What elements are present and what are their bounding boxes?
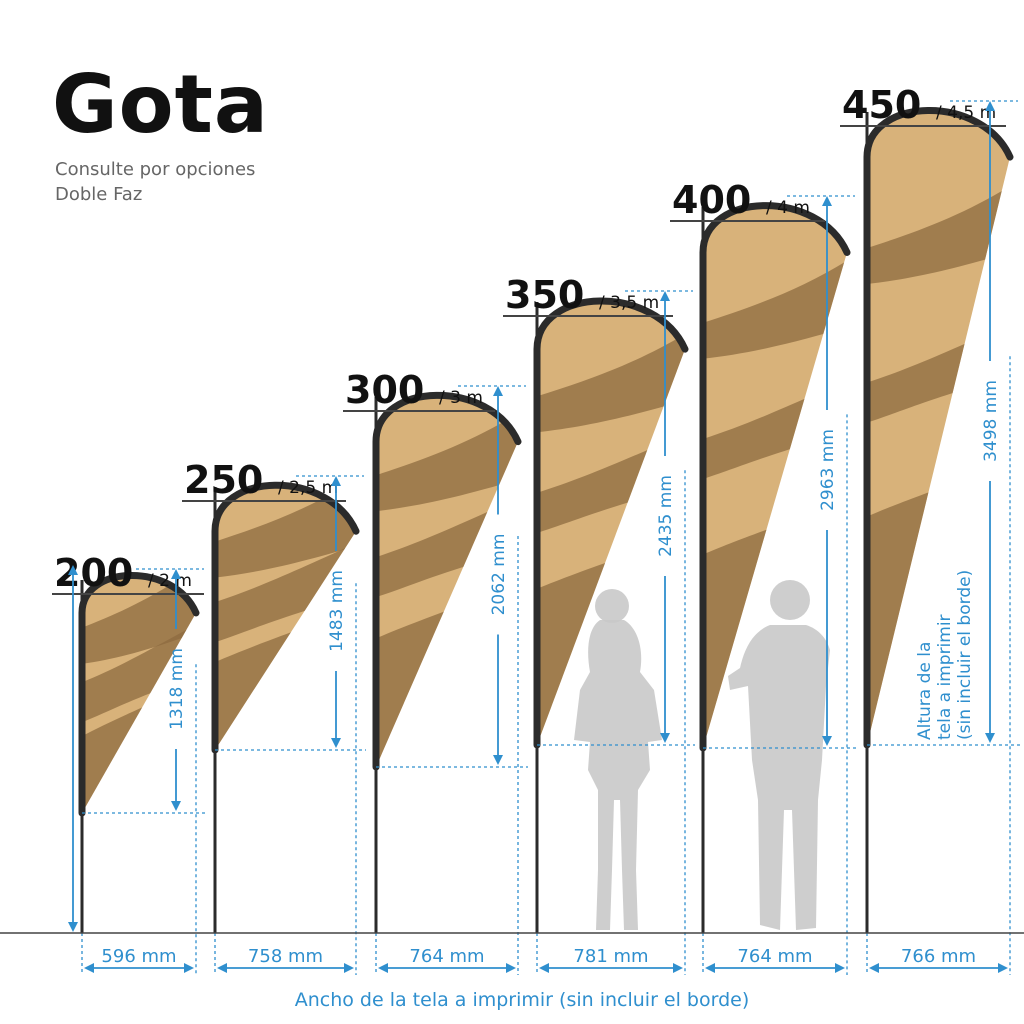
flag-border — [78, 571, 200, 817]
width-label: 766 mm — [901, 946, 976, 967]
height-label: 3498 mm — [981, 380, 1001, 462]
subtitle-double-sided: Doble Faz — [55, 184, 142, 205]
page-title: Gota — [52, 58, 269, 151]
woman-silhouette — [574, 589, 662, 930]
width-label: 758 mm — [248, 946, 323, 967]
height-note: Altura de la tela a imprimir (sin inclui… — [915, 570, 975, 740]
flag-250: 250 / 2,5 m 1483 mm 758 mm — [182, 458, 366, 975]
meters-label: / 4,5 m — [936, 103, 996, 123]
width-label: 781 mm — [573, 946, 648, 967]
flag-300: 300 / 3 m 2062 mm 764 mm — [343, 368, 528, 975]
height-label: 1483 mm — [327, 570, 347, 652]
subtitle-options: Consulte por opciones — [55, 159, 255, 180]
flag-border — [533, 297, 689, 749]
man-silhouette — [728, 580, 830, 930]
meters-label: / 2 m — [148, 571, 192, 591]
flag-border — [863, 107, 1014, 749]
height-note-line1: Altura de la — [915, 642, 935, 740]
height-note-line3: (sin incluir el borde) — [955, 570, 975, 740]
size-label: 450 — [842, 83, 921, 127]
size-label: 250 — [184, 458, 263, 502]
width-label: 764 mm — [409, 946, 484, 967]
size-label: 200 — [54, 551, 133, 595]
height-label: 2435 mm — [656, 475, 676, 557]
flag-border — [372, 391, 522, 771]
height-label: 1318 mm — [167, 648, 187, 730]
width-caption: Ancho de la tela a imprimir (sin incluir… — [295, 989, 750, 1011]
width-label: 596 mm — [101, 946, 176, 967]
flag-border — [699, 202, 851, 752]
width-label: 764 mm — [737, 946, 812, 967]
height-label: 2963 mm — [818, 429, 838, 511]
height-label: 2062 mm — [489, 534, 509, 616]
flag-border — [211, 481, 360, 754]
flag-200: 200 / 2 m 1318 mm 596 mm — [52, 551, 206, 975]
meters-label: / 3,5 m — [599, 293, 659, 313]
flags-layer: 200 / 2 m 1318 mm 596 mm 250 / 2,5 m 1483 mm 75… — [52, 83, 1020, 975]
meters-label: / 2,5 m — [278, 478, 338, 498]
height-note-line2: tela a imprimir — [935, 614, 955, 740]
size-label: 400 — [672, 178, 751, 222]
size-label: 300 — [345, 368, 424, 412]
meters-label: / 4 m — [766, 198, 810, 218]
size-label: 350 — [505, 273, 584, 317]
flag-450: 450 / 4,5 m 3498 mm 766 mm — [840, 83, 1020, 975]
meters-label: / 3 m — [439, 388, 483, 408]
